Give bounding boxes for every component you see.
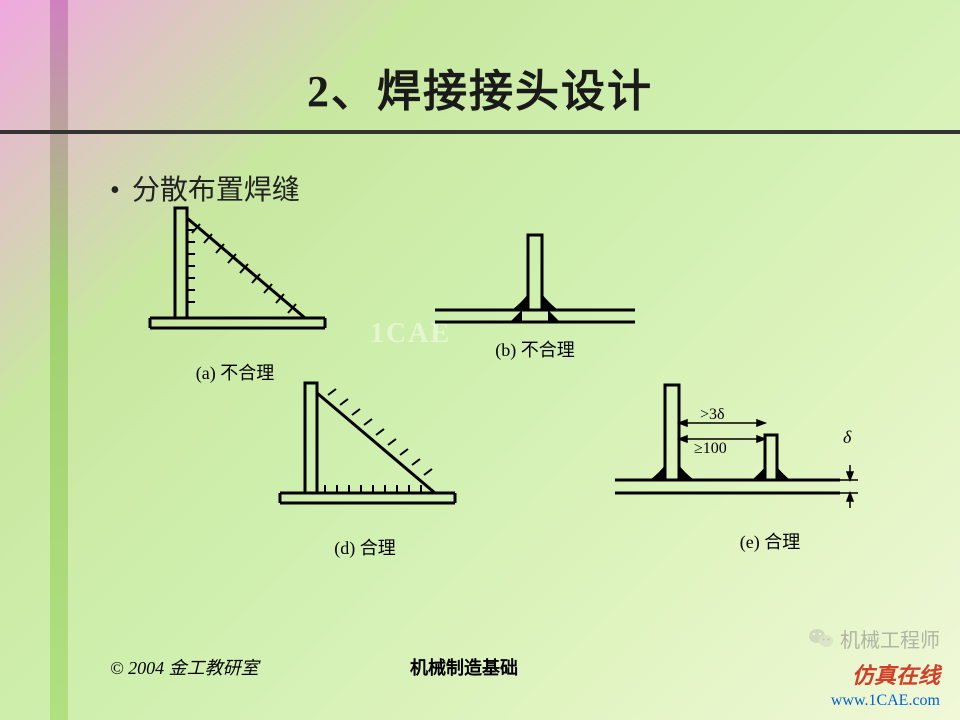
horizontal-rule — [0, 130, 960, 134]
figure-a: (a) 不合理 — [140, 200, 330, 385]
sim-watermark: 仿真在线 — [808, 658, 940, 690]
wechat-icon — [808, 627, 834, 649]
figure-e-svg: >3δ ≥100 δ — [610, 375, 870, 530]
figure-d-svg — [270, 375, 460, 530]
figure-d: (d) 合理 — [270, 375, 460, 560]
figure-e-note2: ≥100 — [694, 440, 727, 457]
watermark-right: 机械工程师 仿真在线 www.1CAE.com — [808, 624, 940, 711]
figure-e: >3δ ≥100 δ (e) 合理 — [610, 375, 870, 554]
copyright-text: © 2004 金工教研室 — [110, 654, 259, 680]
course-name: 机械制造基础 — [410, 654, 518, 680]
figure-b: (b) 不合理 — [430, 230, 640, 362]
brand-watermark: 机械工程师 — [808, 624, 940, 653]
slide-title: 2、焊接接头设计 — [0, 55, 960, 119]
bullet-dot: • — [110, 175, 120, 206]
figure-a-svg — [140, 200, 330, 355]
figure-d-label: (d) 合理 — [270, 534, 460, 560]
figure-e-delta: δ — [843, 427, 852, 447]
brand-text: 机械工程师 — [840, 624, 940, 653]
figure-e-label: (e) 合理 — [670, 528, 870, 554]
diagram-area: (a) 不合理 (b) 不合理 — [120, 200, 880, 570]
figure-b-svg — [430, 230, 640, 340]
figure-e-note1: >3δ — [700, 406, 725, 423]
url-watermark: www.1CAE.com — [808, 692, 940, 710]
figure-b-label: (b) 不合理 — [430, 336, 640, 362]
